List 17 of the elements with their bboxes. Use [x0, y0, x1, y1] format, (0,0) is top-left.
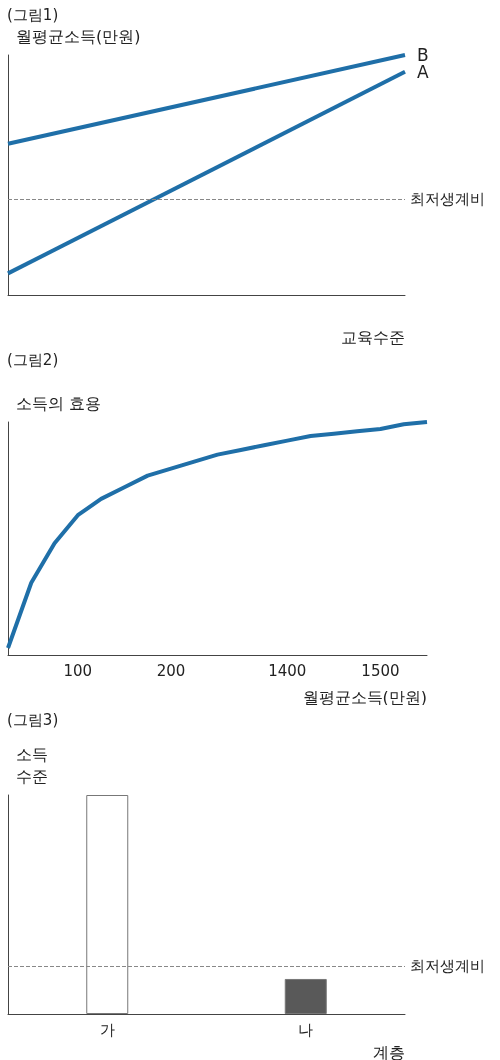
- x-tick-label: 100: [63, 661, 93, 680]
- x-axis-title: 계층: [373, 1042, 405, 1060]
- x-tick-label: 200: [156, 661, 186, 680]
- chart-title: (그림1): [7, 5, 59, 24]
- chart-title: (그림3): [7, 710, 59, 729]
- y-axis-title: 월평균소득(만원): [16, 26, 141, 46]
- x-tick-label: 가: [99, 1020, 115, 1039]
- ref-line-label: 최저생계비: [410, 190, 485, 208]
- ref-line-label: 최저생계비: [410, 956, 485, 975]
- y-axis-title: 소득의 효용: [16, 393, 102, 413]
- chart-title: (그림2): [7, 350, 59, 369]
- x-tick-label: 1500: [361, 661, 400, 680]
- x-tick-label: 1400: [268, 661, 307, 680]
- x-axis-title: 월평균소득(만원): [302, 687, 427, 707]
- y-axis-title: 소득 수준: [16, 744, 48, 786]
- x-tick-label: 나: [298, 1020, 314, 1039]
- x-axis-title: 교육수준: [341, 327, 405, 347]
